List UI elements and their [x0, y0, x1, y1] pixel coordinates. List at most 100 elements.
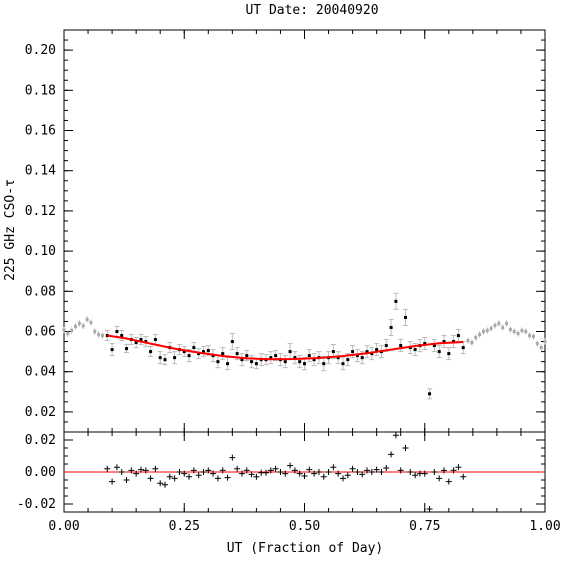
residual-point — [306, 466, 313, 473]
unfitted-point — [497, 321, 501, 325]
residual-point — [243, 467, 250, 474]
y-tick-label: 0.08 — [25, 284, 56, 299]
residual-point — [359, 471, 366, 478]
unfitted-point — [474, 336, 478, 340]
data-point — [201, 350, 205, 354]
data-point — [341, 362, 345, 366]
data-point — [307, 354, 311, 358]
data-point — [269, 356, 273, 360]
data-point — [404, 315, 408, 319]
residual-y-tick-label: 0.02 — [25, 433, 56, 448]
data-point — [158, 356, 162, 360]
residual-point — [291, 467, 298, 474]
data-point — [230, 340, 234, 344]
x-tick-label: 0.75 — [409, 519, 440, 534]
residual-point — [320, 473, 327, 480]
data-point — [399, 344, 403, 348]
residual-point — [440, 467, 447, 474]
data-point — [303, 362, 306, 366]
data-point — [298, 360, 302, 364]
residual-point — [388, 451, 395, 458]
residual-point — [147, 475, 154, 482]
data-point — [120, 334, 124, 338]
residual-point — [421, 470, 428, 477]
residual-point — [234, 465, 241, 472]
residual-point — [354, 469, 361, 475]
data-point — [312, 358, 316, 362]
y-tick-label: 0.02 — [25, 405, 56, 420]
data-point — [216, 360, 220, 364]
residual-point — [166, 473, 173, 480]
x-tick-label: 0.50 — [289, 519, 320, 534]
residual-point — [349, 465, 356, 472]
data-point — [254, 362, 258, 366]
y-tick-label: 0.12 — [25, 204, 56, 219]
data-point — [125, 347, 129, 351]
residual-point — [426, 506, 433, 512]
data-point — [442, 340, 446, 344]
unfitted-point — [77, 321, 81, 325]
unfitted-point — [539, 346, 543, 350]
data-point — [283, 360, 287, 364]
unfitted-point — [89, 320, 93, 324]
residual-point — [383, 465, 390, 471]
residual-point — [412, 472, 419, 479]
residual-point — [272, 465, 279, 472]
residual-point — [325, 469, 332, 475]
residual-point — [104, 465, 111, 472]
data-point — [192, 346, 196, 350]
data-point — [365, 350, 369, 354]
data-point — [384, 344, 388, 348]
residual-point — [205, 467, 212, 474]
unfitted-point — [66, 332, 70, 336]
data-point — [245, 354, 249, 358]
unfitted-point — [466, 339, 470, 343]
residual-point — [282, 470, 289, 477]
residual-point — [181, 470, 188, 477]
residual-point — [238, 470, 245, 477]
main-panel: 0.02 0.04 0.06 0.08 0.10 0.12 0.14 0.16 0.18 0.20 — [25, 29, 547, 433]
unfitted-point — [85, 317, 89, 321]
residual-point — [263, 469, 270, 476]
residual-point — [392, 432, 399, 439]
unfitted-point — [531, 335, 535, 339]
residual-point — [123, 477, 130, 483]
unfitted-point — [493, 323, 497, 327]
data-point — [351, 350, 355, 354]
data-point — [274, 354, 278, 358]
unfitted-point — [81, 324, 85, 328]
residual-point — [157, 480, 164, 487]
data-point — [144, 340, 148, 344]
data-point — [370, 352, 374, 356]
residual-point — [296, 470, 303, 477]
residual-point — [373, 466, 380, 473]
data-point — [149, 350, 153, 354]
x-tick-label: 0.00 — [48, 519, 79, 534]
residual-point — [253, 473, 260, 480]
residual-point — [190, 467, 197, 474]
residual-point — [162, 481, 169, 488]
unfitted-point — [481, 330, 485, 333]
data-point — [288, 350, 292, 354]
data-point — [394, 299, 398, 303]
residual-point — [402, 445, 409, 451]
data-point — [293, 356, 297, 360]
unfitted-point — [516, 332, 520, 336]
residual-point — [200, 469, 207, 475]
residual-point — [431, 469, 438, 475]
data-point — [163, 358, 167, 362]
residual-point — [311, 470, 318, 477]
data-point — [206, 349, 210, 353]
x-axis-label: UT (Fraction of Day) — [227, 541, 384, 556]
residual-point — [460, 473, 467, 480]
unfitted-point — [100, 334, 104, 338]
data-point — [197, 352, 201, 356]
data-point — [447, 352, 451, 356]
data-point — [432, 344, 436, 348]
residual-point — [407, 469, 414, 475]
residual-point — [436, 475, 443, 482]
residual-point — [335, 470, 342, 477]
unfitted-point — [470, 341, 474, 345]
y-tick-label: 0.06 — [25, 325, 56, 340]
residual-point — [301, 473, 308, 479]
